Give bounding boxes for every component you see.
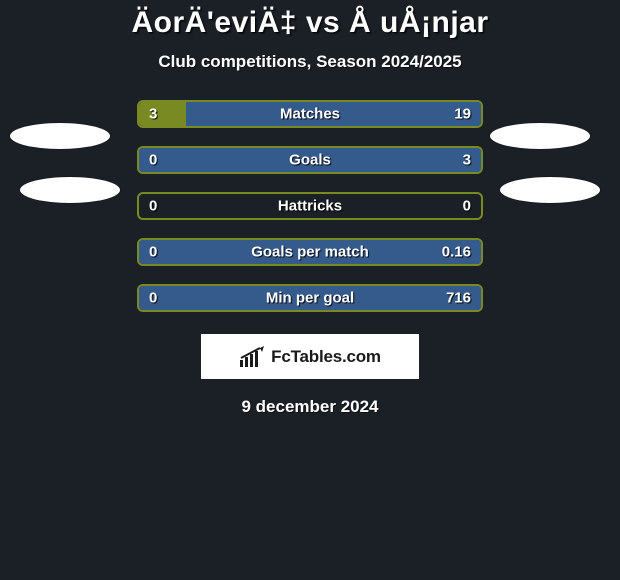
stat-value-left: 0 bbox=[149, 290, 157, 307]
date-line: 9 december 2024 bbox=[0, 397, 620, 417]
stat-row: 0 716 Min per goal bbox=[137, 284, 483, 312]
stat-label: Goals bbox=[289, 152, 331, 169]
stat-value-right: 0 bbox=[463, 198, 471, 215]
brand-text: FcTables.com bbox=[271, 347, 381, 367]
stat-row: 0 0 Hattricks bbox=[137, 192, 483, 220]
stat-label: Min per goal bbox=[266, 290, 354, 307]
stat-value-right: 3 bbox=[463, 152, 471, 169]
bars-icon bbox=[239, 346, 265, 368]
stat-value-left: 0 bbox=[149, 152, 157, 169]
stat-value-right: 0.16 bbox=[442, 244, 471, 261]
page-subtitle: Club competitions, Season 2024/2025 bbox=[0, 52, 620, 72]
stat-label: Hattricks bbox=[278, 198, 342, 215]
stat-label: Matches bbox=[280, 106, 340, 123]
stat-value-right: 716 bbox=[446, 290, 471, 307]
stat-row: 3 19 Matches bbox=[137, 100, 483, 128]
stat-fill-left bbox=[139, 102, 186, 126]
stat-row: 0 3 Goals bbox=[137, 146, 483, 174]
stat-value-right: 19 bbox=[454, 106, 471, 123]
brand-box[interactable]: FcTables.com bbox=[201, 334, 419, 379]
stat-value-left: 0 bbox=[149, 198, 157, 215]
page-title: ÄorÄ'eviÄ‡ vs Å uÅ¡njar bbox=[0, 6, 620, 40]
stat-label: Goals per match bbox=[251, 244, 369, 261]
stats-container: 3 19 Matches 0 3 Goals 0 0 Hattricks 0 0.16 Goals p… bbox=[137, 100, 483, 312]
stat-value-left: 0 bbox=[149, 244, 157, 261]
stat-value-left: 3 bbox=[149, 106, 157, 123]
stat-row: 0 0.16 Goals per match bbox=[137, 238, 483, 266]
